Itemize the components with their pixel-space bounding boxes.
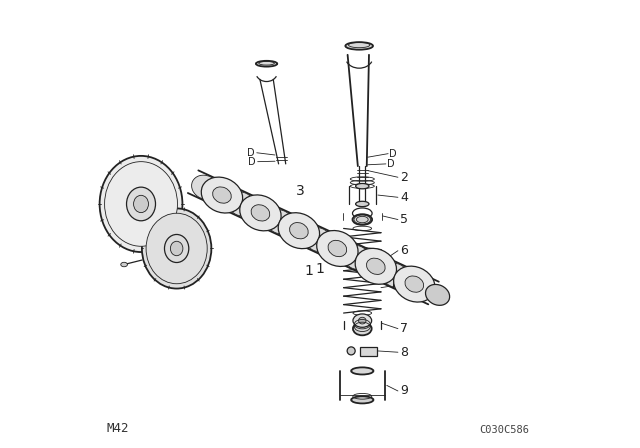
Text: 9: 9 bbox=[400, 384, 408, 397]
Ellipse shape bbox=[343, 246, 370, 270]
Ellipse shape bbox=[353, 314, 372, 327]
Text: D: D bbox=[392, 281, 400, 291]
Ellipse shape bbox=[134, 195, 148, 213]
Text: 3: 3 bbox=[296, 184, 305, 198]
Text: D: D bbox=[389, 149, 397, 159]
Ellipse shape bbox=[353, 214, 372, 225]
Ellipse shape bbox=[346, 42, 373, 50]
Text: D: D bbox=[247, 148, 255, 158]
Ellipse shape bbox=[228, 192, 255, 216]
Text: 7: 7 bbox=[400, 322, 408, 335]
Text: 6: 6 bbox=[400, 244, 408, 257]
Ellipse shape bbox=[405, 276, 424, 292]
Ellipse shape bbox=[426, 284, 450, 306]
Ellipse shape bbox=[351, 367, 373, 375]
Ellipse shape bbox=[266, 210, 293, 234]
Text: 1: 1 bbox=[316, 262, 324, 276]
Ellipse shape bbox=[121, 262, 127, 267]
Ellipse shape bbox=[347, 347, 355, 355]
Ellipse shape bbox=[191, 175, 219, 199]
Ellipse shape bbox=[394, 266, 435, 302]
Text: 1: 1 bbox=[305, 264, 314, 278]
Text: 8: 8 bbox=[400, 346, 408, 359]
Ellipse shape bbox=[127, 187, 156, 221]
Ellipse shape bbox=[367, 258, 385, 275]
Ellipse shape bbox=[256, 61, 277, 67]
Text: D: D bbox=[387, 159, 394, 169]
Ellipse shape bbox=[356, 184, 369, 189]
Ellipse shape bbox=[201, 177, 243, 213]
Ellipse shape bbox=[305, 228, 332, 252]
Ellipse shape bbox=[328, 240, 347, 257]
Text: 2: 2 bbox=[400, 171, 408, 184]
Text: D: D bbox=[248, 157, 256, 167]
Ellipse shape bbox=[381, 263, 408, 287]
Bar bbox=[360, 347, 377, 356]
Ellipse shape bbox=[170, 241, 183, 256]
Ellipse shape bbox=[240, 195, 281, 231]
Ellipse shape bbox=[146, 213, 207, 284]
Ellipse shape bbox=[355, 248, 397, 284]
Ellipse shape bbox=[356, 201, 369, 207]
Ellipse shape bbox=[289, 223, 308, 239]
Ellipse shape bbox=[251, 205, 269, 221]
Text: C030C586: C030C586 bbox=[479, 426, 529, 435]
Text: 4: 4 bbox=[400, 191, 408, 204]
Ellipse shape bbox=[164, 234, 189, 263]
Ellipse shape bbox=[212, 187, 231, 203]
Ellipse shape bbox=[100, 156, 182, 252]
Text: 5: 5 bbox=[400, 213, 408, 226]
Ellipse shape bbox=[351, 396, 373, 404]
Text: M42: M42 bbox=[106, 422, 129, 435]
Ellipse shape bbox=[142, 208, 211, 289]
Ellipse shape bbox=[353, 322, 372, 335]
Ellipse shape bbox=[317, 231, 358, 267]
Ellipse shape bbox=[358, 317, 366, 324]
Ellipse shape bbox=[104, 162, 177, 246]
Ellipse shape bbox=[278, 213, 319, 249]
